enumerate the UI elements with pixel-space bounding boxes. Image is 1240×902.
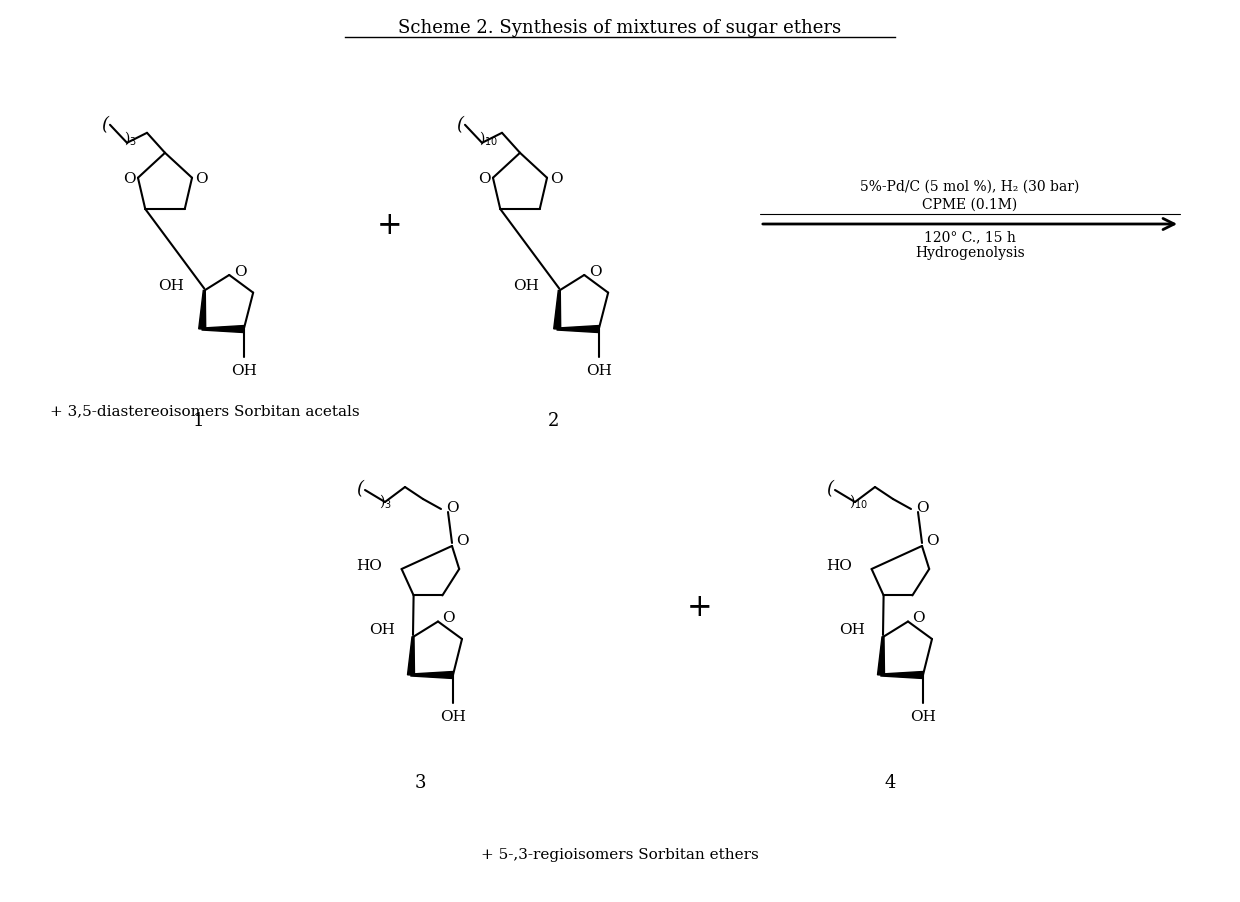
Text: )$_{10}$: )$_{10}$ [479, 129, 498, 146]
Text: 4: 4 [884, 773, 895, 791]
Polygon shape [410, 672, 453, 678]
Text: (: ( [456, 115, 463, 133]
Text: OH: OH [585, 364, 611, 378]
Text: O: O [477, 171, 490, 186]
Text: O: O [234, 264, 247, 279]
Text: 2: 2 [547, 411, 559, 429]
Polygon shape [878, 637, 884, 676]
Text: OH: OH [513, 278, 539, 292]
Text: (: ( [100, 115, 108, 133]
Text: OH: OH [370, 622, 396, 636]
Text: )$_{3}$: )$_{3}$ [124, 129, 136, 146]
Text: +: + [687, 592, 713, 622]
Text: OH: OH [231, 364, 257, 378]
Polygon shape [198, 291, 206, 330]
Text: )$_{10}$: )$_{10}$ [849, 492, 868, 510]
Polygon shape [554, 291, 560, 330]
Text: +: + [377, 209, 403, 240]
Text: OH: OH [839, 622, 866, 636]
Text: O: O [549, 171, 563, 186]
Text: HO: HO [356, 558, 382, 573]
Text: OH: OH [440, 709, 466, 723]
Text: 120° C., 15 h: 120° C., 15 h [924, 230, 1016, 244]
Text: 5%-Pd/C (5 mol %), H₂ (30 bar): 5%-Pd/C (5 mol %), H₂ (30 bar) [861, 179, 1080, 194]
Text: 1: 1 [192, 411, 203, 429]
Text: 3: 3 [414, 773, 425, 791]
Text: O: O [441, 610, 454, 624]
Text: Scheme 2. Synthesis of mixtures of sugar ethers: Scheme 2. Synthesis of mixtures of sugar… [398, 19, 842, 37]
Polygon shape [202, 327, 244, 333]
Polygon shape [408, 637, 414, 676]
Text: (: ( [356, 480, 363, 497]
Text: (: ( [826, 480, 833, 497]
Text: Hydrogenolysis: Hydrogenolysis [915, 245, 1025, 260]
Polygon shape [880, 672, 923, 678]
Polygon shape [557, 327, 599, 333]
Text: + 5-,3-regioisomers Sorbitan ethers: + 5-,3-regioisomers Sorbitan ethers [481, 847, 759, 861]
Text: HO: HO [826, 558, 852, 573]
Text: O: O [911, 610, 924, 624]
Text: O: O [915, 501, 929, 514]
Text: + 3,5-diastereoisomers Sorbitan acetals: + 3,5-diastereoisomers Sorbitan acetals [50, 403, 360, 418]
Text: CPME (0.1M): CPME (0.1M) [923, 198, 1018, 212]
Text: O: O [455, 533, 469, 548]
Text: OH: OH [159, 278, 185, 292]
Text: O: O [589, 264, 601, 279]
Text: OH: OH [910, 709, 936, 723]
Text: O: O [123, 171, 135, 186]
Text: )$_{3}$: )$_{3}$ [379, 492, 392, 510]
Text: O: O [445, 501, 459, 514]
Text: O: O [926, 533, 939, 548]
Text: O: O [195, 171, 207, 186]
